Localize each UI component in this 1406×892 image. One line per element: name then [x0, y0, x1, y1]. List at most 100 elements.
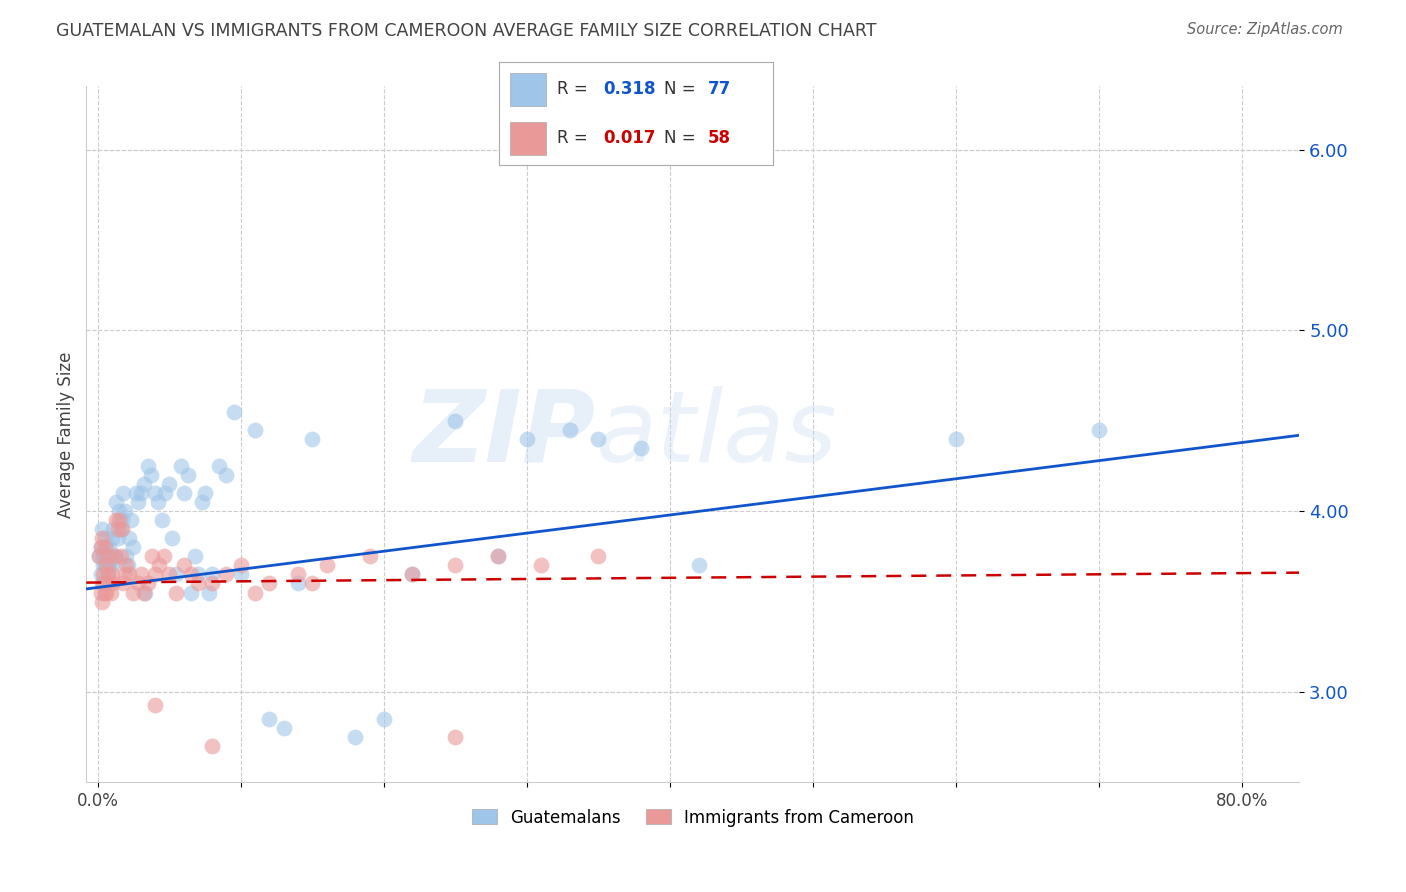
Point	[118, 531, 141, 545]
Point	[105, 513, 128, 527]
Point	[444, 558, 467, 573]
Point	[117, 558, 139, 573]
Point	[111, 522, 134, 536]
Point	[94, 585, 117, 599]
Point	[97, 567, 120, 582]
Point	[118, 567, 141, 582]
Point	[122, 585, 145, 599]
Text: Source: ZipAtlas.com: Source: ZipAtlas.com	[1187, 22, 1343, 37]
Point	[122, 541, 145, 555]
Point	[229, 567, 252, 582]
Text: 58: 58	[707, 129, 731, 147]
Point	[97, 567, 120, 582]
Point	[157, 567, 180, 582]
Text: N =: N =	[664, 129, 700, 147]
Point	[688, 558, 710, 573]
Point	[170, 458, 193, 473]
Point	[90, 567, 112, 582]
Point	[201, 576, 224, 591]
FancyBboxPatch shape	[510, 73, 546, 105]
Point	[558, 423, 581, 437]
Point	[201, 567, 224, 582]
Point	[588, 432, 610, 446]
Text: GUATEMALAN VS IMMIGRANTS FROM CAMEROON AVERAGE FAMILY SIZE CORRELATION CHART: GUATEMALAN VS IMMIGRANTS FROM CAMEROON A…	[56, 22, 877, 40]
Point	[301, 576, 323, 591]
Text: N =: N =	[664, 80, 700, 98]
Point	[127, 495, 149, 509]
Point	[945, 432, 967, 446]
Point	[96, 549, 118, 564]
Point	[120, 513, 142, 527]
Point	[184, 549, 207, 564]
Point	[201, 739, 224, 754]
Point	[444, 730, 467, 744]
Point	[114, 567, 136, 582]
Point	[150, 513, 173, 527]
Point	[215, 468, 238, 483]
Point	[107, 531, 129, 545]
Point	[165, 567, 187, 582]
Point	[101, 531, 124, 545]
Point	[91, 576, 114, 591]
Point	[94, 531, 117, 545]
Point	[588, 549, 610, 564]
Y-axis label: Average Family Size: Average Family Size	[58, 351, 75, 517]
Point	[516, 432, 538, 446]
Point	[259, 576, 281, 591]
Point	[630, 441, 652, 455]
Point	[94, 558, 117, 573]
Point	[191, 495, 214, 509]
Point	[153, 486, 176, 500]
Point	[146, 495, 169, 509]
Point	[486, 549, 509, 564]
Point	[96, 585, 118, 599]
FancyBboxPatch shape	[510, 122, 546, 155]
Point	[187, 567, 209, 582]
Point	[401, 567, 423, 582]
Point	[530, 558, 553, 573]
Point	[101, 558, 124, 573]
Point	[373, 712, 395, 726]
Point	[91, 531, 114, 545]
Text: R =: R =	[557, 129, 593, 147]
Point	[301, 432, 323, 446]
Point	[125, 486, 148, 500]
Point	[127, 576, 149, 591]
Point	[89, 549, 111, 564]
Point	[100, 549, 122, 564]
Point	[132, 477, 155, 491]
Point	[91, 522, 114, 536]
Point	[93, 567, 115, 582]
Point	[141, 549, 163, 564]
Point	[105, 495, 128, 509]
Point	[401, 567, 423, 582]
Point	[139, 468, 162, 483]
Point	[90, 585, 112, 599]
Point	[359, 549, 381, 564]
Point	[157, 477, 180, 491]
Point	[287, 567, 309, 582]
Point	[208, 458, 231, 473]
Point	[134, 585, 156, 599]
Point	[180, 567, 202, 582]
Point	[90, 541, 112, 555]
Point	[315, 558, 337, 573]
Point	[173, 486, 195, 500]
Point	[129, 567, 152, 582]
Point	[136, 576, 159, 591]
Point	[89, 549, 111, 564]
Point	[93, 576, 115, 591]
Point	[100, 585, 122, 599]
Point	[93, 549, 115, 564]
Point	[143, 486, 166, 500]
Point	[108, 513, 131, 527]
Point	[143, 567, 166, 582]
Point	[486, 549, 509, 564]
Point	[222, 405, 245, 419]
Point	[194, 486, 217, 500]
Point	[273, 721, 295, 735]
Point	[110, 522, 132, 536]
Point	[136, 458, 159, 473]
Text: 0.318: 0.318	[603, 80, 655, 98]
Point	[160, 531, 183, 545]
